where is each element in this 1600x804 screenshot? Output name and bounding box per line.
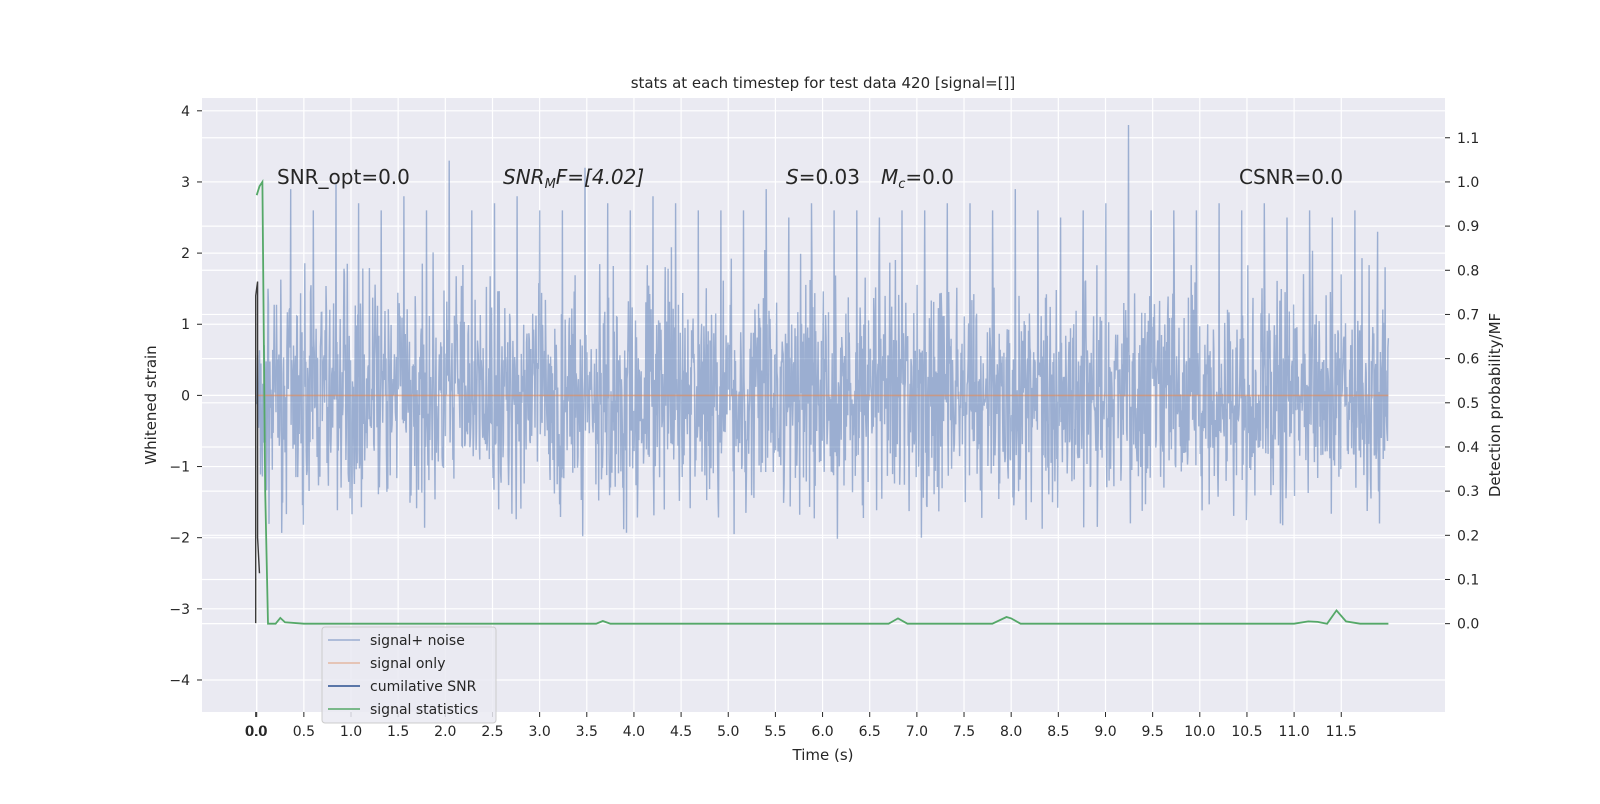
x-tick-label: 2.5 <box>481 724 503 740</box>
x-tick-label: 9.0 <box>1094 724 1116 740</box>
annotation-s: S=0.03 <box>786 165 860 189</box>
y2-tick-label: 1.1 <box>1457 131 1479 147</box>
legend-label-signal-statistics: signal statistics <box>370 702 478 718</box>
x-tick-label: 1.0 <box>340 724 362 740</box>
x-tick-label: 0.0 <box>245 724 267 740</box>
y2-tick-label: 1.0 <box>1457 175 1479 191</box>
y-tick-label: −3 <box>169 602 190 618</box>
x-tick-label: 2.0 <box>434 724 456 740</box>
legend-item-signal-statistics: signal statistics <box>328 702 478 718</box>
legend-item-cumilative-snr: cumilative SNR <box>328 679 477 695</box>
annotation-mc-val: =0.0 <box>905 165 954 189</box>
y-tick-label: 3 <box>181 175 190 191</box>
x-tick-label: 0.5 <box>293 724 315 740</box>
annotation-snr-mf-sub: M <box>545 177 556 192</box>
x-axis-label: Time (s) <box>792 746 854 764</box>
x-tick-label: 7.0 <box>906 724 928 740</box>
y-axis-label: Whitened strain <box>142 345 160 464</box>
cumilative-snr-line <box>255 281 261 624</box>
x-tick-label: 10.0 <box>1184 724 1215 740</box>
y2-tick-label: 0.6 <box>1457 352 1479 368</box>
y2-tick-label: 0.5 <box>1457 396 1479 412</box>
legend: signal+ noise signal only cumilative SNR… <box>321 626 497 724</box>
y-tick-label: −4 <box>169 673 190 689</box>
legend-item-signal-noise: signal+ noise <box>328 633 465 649</box>
y-tick-label: 2 <box>181 246 190 262</box>
y-tick-label: −2 <box>169 531 190 547</box>
annotation-snr-mf-main: SNR <box>503 165 545 189</box>
chart-title: stats at each timestep for test data 420… <box>631 74 1016 92</box>
x-tick-label: 8.0 <box>1000 724 1022 740</box>
x-tick-label: 4.5 <box>670 724 692 740</box>
x-tick-label: 3.0 <box>528 724 550 740</box>
legend-label-cumilative-snr: cumilative SNR <box>370 679 477 695</box>
y2-tick-label: 0.3 <box>1457 484 1479 500</box>
annotation-snr-mf-rest: F=[4.02] <box>556 165 644 189</box>
x-tick-label: 9.5 <box>1142 724 1164 740</box>
y2-tick-label: 0.0 <box>1457 617 1479 633</box>
x-tick-label: 11.5 <box>1326 724 1357 740</box>
annotation-mc: Mc=0.0 <box>881 165 954 192</box>
ticks-layer: 0.0 0.0 0.5 1.0 1.5 2.0 2.5 3.0 3.5 4.0 4.5 5.0 5.5 6… <box>169 104 1479 740</box>
annotation-s-var: S <box>786 165 799 189</box>
y2-tick-label: 0.8 <box>1457 263 1479 279</box>
legend-label-signal-noise: signal+ noise <box>370 633 465 649</box>
x-tick-label: 6.0 <box>811 724 833 740</box>
y-tick-label: −1 <box>169 460 190 476</box>
annotation-snr-opt: SNR_opt=0.0 <box>277 165 410 189</box>
y2-tick-label: 0.4 <box>1457 440 1479 456</box>
y2-tick-label: 0.7 <box>1457 307 1479 323</box>
annotation-s-val: =0.03 <box>799 165 860 189</box>
y-tick-label: 0 <box>181 388 190 404</box>
x-tick-label: 5.5 <box>764 724 786 740</box>
y2-tick-label: 0.2 <box>1457 528 1479 544</box>
x-tick-label: 0.0 <box>246 724 268 740</box>
x-tick-label: 4.0 <box>623 724 645 740</box>
x-tick-label: 5.0 <box>717 724 739 740</box>
x-tick-label: 8.5 <box>1047 724 1069 740</box>
x-tick-label: 6.5 <box>859 724 881 740</box>
signal-noise-line <box>256 124 1390 539</box>
signal-statistics-line <box>255 178 1389 625</box>
annotation-mc-sub: c <box>898 177 905 192</box>
y-tick-label: 1 <box>181 317 190 333</box>
y2-tick-label: 0.9 <box>1457 219 1479 235</box>
x-tick-label: 11.0 <box>1279 724 1310 740</box>
x-tick-label: 1.5 <box>387 724 409 740</box>
y-tick-label: 4 <box>181 104 190 120</box>
legend-box <box>321 626 497 724</box>
x-tick-label: 10.5 <box>1231 724 1262 740</box>
annotation-snr-mf: SNRMF=[4.02] <box>503 165 644 192</box>
legend-label-signal-only: signal only <box>370 656 445 672</box>
x-tick-label: 3.5 <box>576 724 598 740</box>
annotation-mc-var: M <box>881 165 898 189</box>
legend-item-signal-only: signal only <box>328 656 445 672</box>
x-tick-label: 7.5 <box>953 724 975 740</box>
y2-axis-label: Detection probability/MF <box>1486 313 1504 497</box>
series-layer <box>255 124 1390 625</box>
y2-tick-label: 0.1 <box>1457 572 1479 588</box>
annotation-csnr: CSNR=0.0 <box>1239 165 1343 189</box>
